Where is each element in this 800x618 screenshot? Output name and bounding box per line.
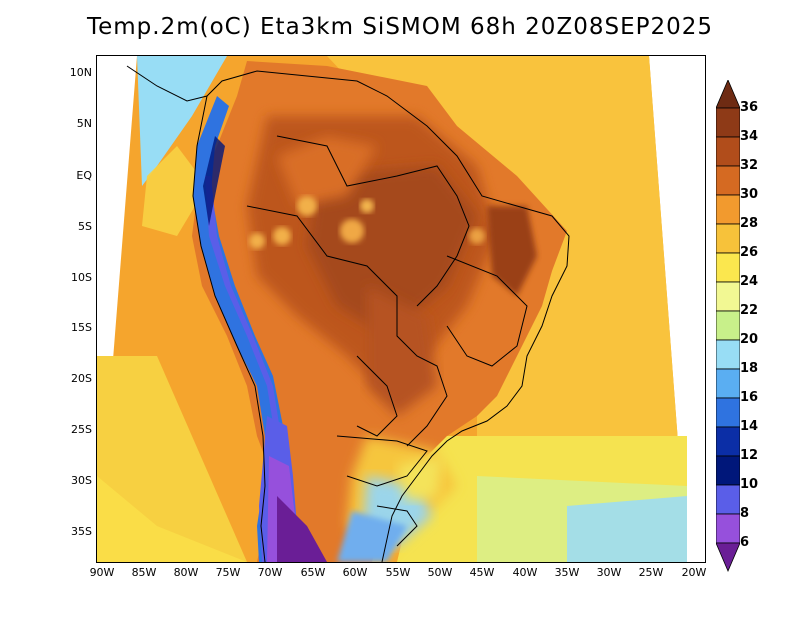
lat-label-eq: EQ [76, 169, 92, 182]
colorbar-swatch [716, 339, 740, 370]
lon-label-90w: 90W [89, 566, 115, 579]
colorbar-swatch [716, 136, 740, 167]
colorbar-swatch [716, 513, 740, 544]
colorbar-label-12: 12 [740, 448, 759, 463]
colorbar-label-8: 8 [740, 506, 750, 521]
colorbar-swatch [716, 252, 740, 283]
lon-label-45w: 45W [469, 566, 495, 579]
colorbar-top-arrow [716, 80, 740, 109]
lat-label-30s: 30S [71, 474, 92, 487]
colorbar-bottom-arrow [716, 542, 740, 573]
colorbar-label-6: 6 [740, 535, 750, 550]
colorbar-swatch [716, 310, 740, 341]
colorbar-label-26: 26 [740, 245, 759, 260]
map-title: Temp.2m(oC) Eta3km SiSMOM 68h 20Z08SEP20… [86, 14, 714, 40]
lon-label-40w: 40W [512, 566, 538, 579]
lat-label-35s: 35S [71, 525, 92, 538]
andes-cold-band [193, 96, 327, 562]
coastlines-and-borders [126, 65, 570, 562]
colorbar-swatch [716, 455, 740, 486]
colorbar-label-22: 22 [740, 303, 759, 318]
lon-label-25w: 25W [638, 566, 664, 579]
colorbar-label-32: 32 [740, 158, 759, 173]
lat-label-10n: 10N [69, 66, 92, 79]
colorbar-label-20: 20 [740, 332, 759, 347]
lon-label-80w: 80W [173, 566, 199, 579]
colorbar-label-30: 30 [740, 187, 759, 202]
colorbar-label-36: 36 [740, 100, 759, 115]
lat-label-20s: 20S [71, 372, 92, 385]
colorbar-swatch [716, 426, 740, 457]
colorbar-label-24: 24 [740, 274, 759, 289]
lon-label-65w: 65W [300, 566, 326, 579]
colorbar-label-10: 10 [740, 477, 759, 492]
colorbar-label-34: 34 [740, 129, 759, 144]
lon-label-75w: 75W [215, 566, 241, 579]
colorbar-label-18: 18 [740, 361, 759, 376]
lat-label-10s: 10S [71, 271, 92, 284]
lon-label-35w: 35W [554, 566, 580, 579]
lon-label-30w: 30W [596, 566, 622, 579]
lon-label-50w: 50W [427, 566, 453, 579]
lon-label-70w: 70W [257, 566, 283, 579]
temperature-map [97, 56, 687, 562]
lat-label-15s: 15S [71, 321, 92, 334]
colorbar-swatch [716, 223, 740, 254]
lat-label-25s: 25S [71, 423, 92, 436]
lon-label-20w: 20W [681, 566, 707, 579]
colorbar [716, 80, 740, 573]
colorbar-swatch [716, 397, 740, 428]
colorbar-swatch [716, 194, 740, 225]
lon-label-60w: 60W [342, 566, 368, 579]
colorbar-swatch [716, 484, 740, 515]
colorbar-swatch [716, 368, 740, 399]
lat-label-5s: 5S [78, 220, 92, 233]
colorbar-swatch [716, 281, 740, 312]
colorbar-swatch [716, 165, 740, 196]
colorbar-label-14: 14 [740, 419, 759, 434]
lon-label-55w: 55W [385, 566, 411, 579]
colorbar-swatch [716, 107, 740, 138]
colorbar-label-16: 16 [740, 390, 759, 405]
lat-label-5n: 5N [76, 117, 92, 130]
lon-label-85w: 85W [131, 566, 157, 579]
map-panel[interactable] [96, 55, 706, 563]
colorbar-label-28: 28 [740, 216, 759, 231]
